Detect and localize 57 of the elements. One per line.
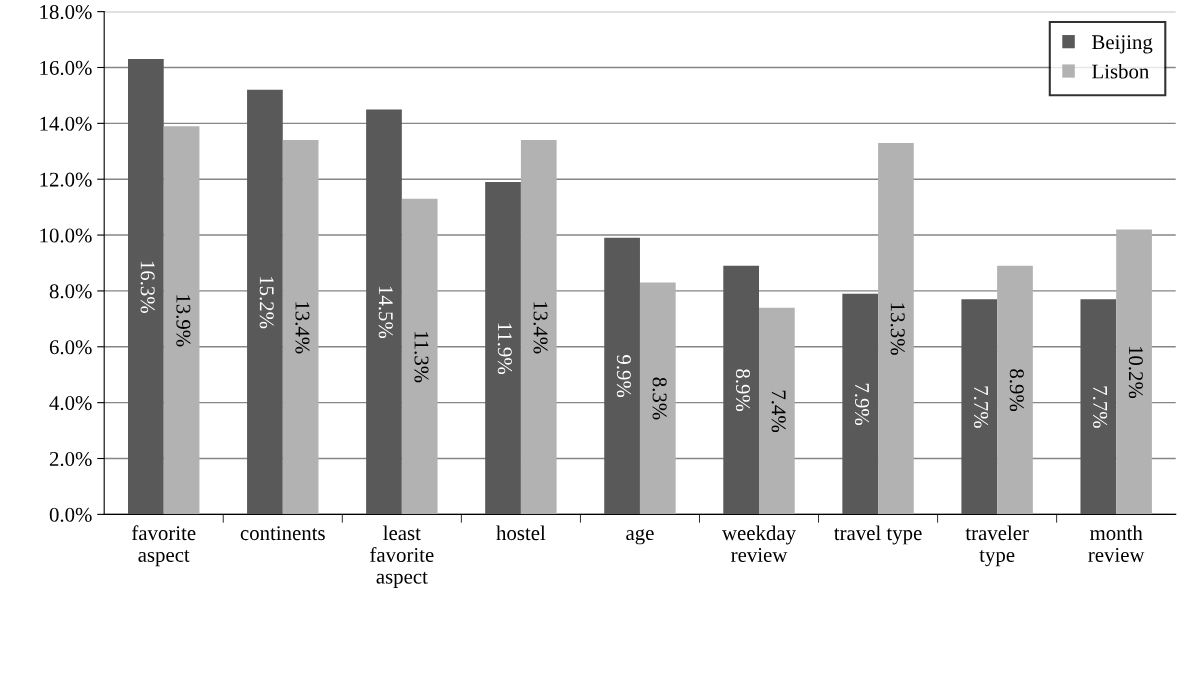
bar xyxy=(639,282,676,515)
data-label: 13.9% xyxy=(176,295,191,347)
bar xyxy=(128,59,164,515)
x-tick-label: month review xyxy=(1088,525,1145,562)
bar xyxy=(997,265,1033,515)
x-tick-label: continents xyxy=(240,526,325,541)
data-label: 13.3% xyxy=(890,303,905,355)
data-label: 8.9% xyxy=(735,369,750,412)
bar xyxy=(247,89,283,515)
x-tick-label: hostel xyxy=(496,525,546,541)
x-tick-label: weekday review xyxy=(722,525,796,562)
data-label: 13.4% xyxy=(295,302,310,354)
bar xyxy=(723,265,760,515)
data-label: 7.9% xyxy=(854,383,870,426)
bar xyxy=(366,109,402,515)
x-tick-label: travel type xyxy=(834,525,922,545)
x-tick-label: age xyxy=(626,529,654,545)
bar xyxy=(878,142,914,515)
data-label: 9.9% xyxy=(616,355,631,398)
y-tick-label: 18.0% xyxy=(40,5,92,20)
bar xyxy=(163,126,200,515)
y-tick-label: 8.0% xyxy=(49,284,92,299)
bar xyxy=(1116,229,1152,515)
y-tick-label: 14.0% xyxy=(40,116,92,131)
bar xyxy=(520,140,557,515)
y-tick-label: 12.0% xyxy=(40,172,92,187)
data-label: 8.3% xyxy=(652,377,667,420)
data-label: 7.7% xyxy=(1093,386,1108,428)
y-tick-label: 0.0% xyxy=(49,507,92,522)
bar xyxy=(604,237,640,515)
data-label: 11.3% xyxy=(414,331,429,383)
y-tick-label: 10.0% xyxy=(40,228,92,243)
bar xyxy=(1080,299,1117,515)
data-label: 14.5% xyxy=(378,286,393,339)
data-label: 16.3% xyxy=(140,261,155,313)
y-tick-label: 16.0% xyxy=(40,60,92,76)
x-tick-label: favorite aspect xyxy=(131,525,196,567)
y-tick-label: 6.0% xyxy=(49,340,92,355)
data-label: 10.2% xyxy=(1128,346,1143,399)
bar xyxy=(282,140,319,515)
legend-label: Lisbon xyxy=(1092,63,1150,79)
x-tick-label: traveler type xyxy=(965,525,1029,567)
bar xyxy=(759,307,795,515)
y-tick-label: 4.0% xyxy=(49,396,92,411)
y-tick-label: 2.0% xyxy=(49,451,92,467)
bar xyxy=(485,182,521,515)
bar xyxy=(401,198,438,515)
data-label: 15.2% xyxy=(259,277,274,329)
bar xyxy=(961,299,998,515)
x-tick-label: least favorite aspect xyxy=(370,525,434,588)
legend-label: Beijing xyxy=(1092,35,1153,54)
data-label: 13.4% xyxy=(533,302,548,354)
data-label: 8.9% xyxy=(1009,369,1024,412)
bar xyxy=(842,293,879,515)
data-label: 7.4% xyxy=(771,390,786,433)
data-label: 7.7% xyxy=(973,386,989,428)
data-label: 11.9% xyxy=(497,323,512,374)
